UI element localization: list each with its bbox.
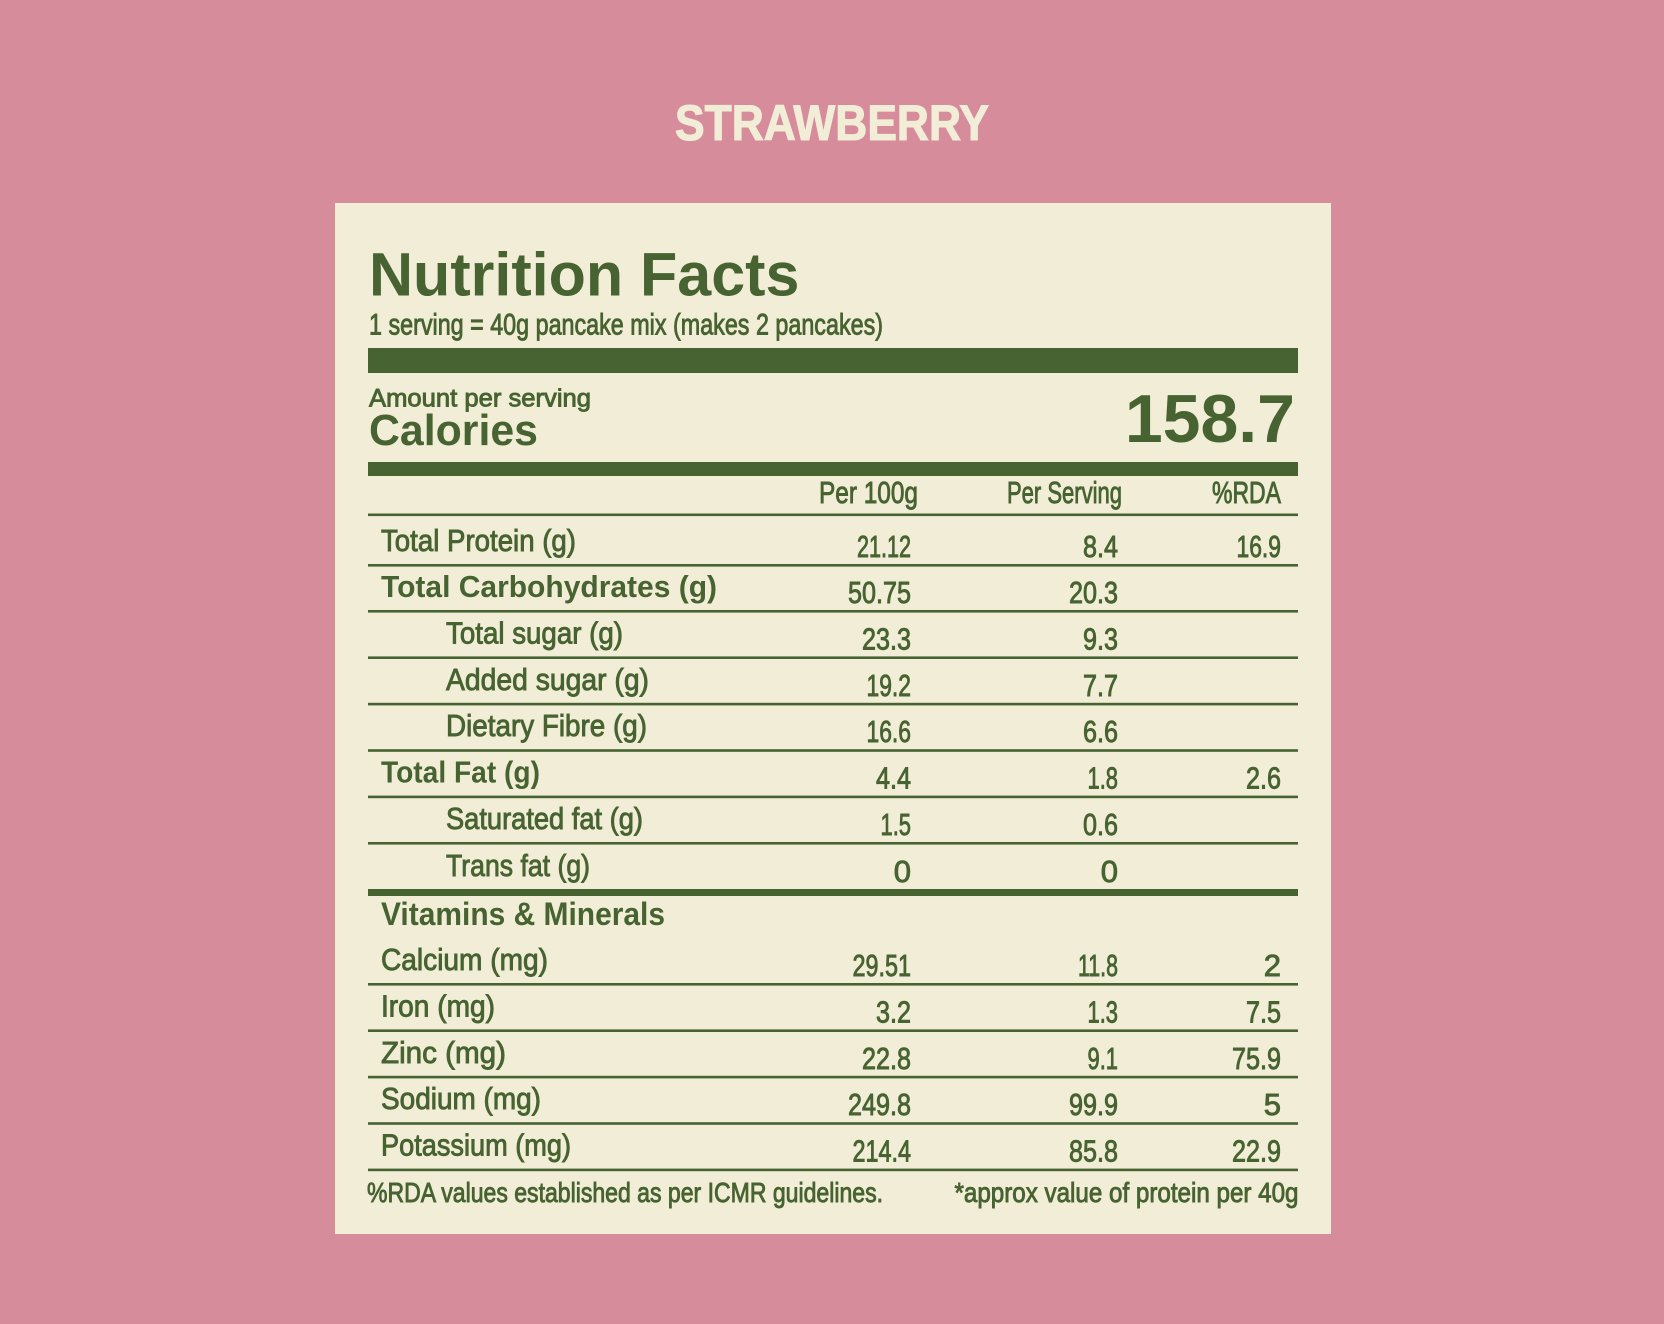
svg-text:Potassium (mg): Potassium (mg) [381,1128,571,1163]
svg-text:99.9: 99.9 [1069,1087,1118,1122]
svg-text:9.3: 9.3 [1083,621,1118,656]
svg-text:9.1: 9.1 [1088,1041,1119,1076]
svg-text:Total Fat (g): Total Fat (g) [381,755,540,790]
svg-text:2: 2 [1264,948,1281,983]
svg-text:11.8: 11.8 [1078,948,1118,983]
svg-text:75.9: 75.9 [1232,1041,1281,1076]
svg-text:Calories: Calories [369,406,538,455]
svg-text:22.8: 22.8 [862,1041,911,1076]
svg-text:16.9: 16.9 [1237,529,1282,564]
svg-text:Total sugar (g): Total sugar (g) [446,615,623,650]
svg-text:22.9: 22.9 [1232,1134,1281,1169]
svg-text:20.3: 20.3 [1069,575,1118,610]
svg-text:Trans fat (g): Trans fat (g) [446,848,590,883]
svg-text:4.4: 4.4 [876,761,911,796]
svg-text:2.6: 2.6 [1246,761,1281,796]
svg-text:3.2: 3.2 [876,994,911,1029]
svg-text:Added sugar (g): Added sugar (g) [446,662,649,697]
svg-text:7.7: 7.7 [1083,668,1118,703]
svg-text:19.2: 19.2 [867,668,912,703]
svg-text:249.8: 249.8 [848,1087,911,1122]
svg-text:16.6: 16.6 [867,714,912,749]
svg-text:Dietary Fibre (g): Dietary Fibre (g) [446,708,647,743]
svg-text:1 serving = 40g pancake mix (m: 1 serving = 40g pancake mix (makes 2 pan… [369,309,883,342]
svg-text:Total Protein (g): Total Protein (g) [381,523,576,558]
svg-text:1.5: 1.5 [881,807,912,842]
svg-text:Calcium (mg): Calcium (mg) [381,942,548,977]
svg-text:STRAWBERRY: STRAWBERRY [675,95,989,151]
svg-text:214.4: 214.4 [853,1134,912,1169]
svg-text:7.5: 7.5 [1246,994,1281,1029]
svg-text:Per 100g: Per 100g [819,475,918,510]
svg-text:Per Serving: Per Serving [1007,475,1122,510]
svg-text:Zinc (mg): Zinc (mg) [381,1035,506,1070]
svg-text:%RDA values established as per: %RDA values established as per ICMR guid… [367,1177,883,1208]
svg-text:50.75: 50.75 [848,575,911,610]
svg-text:0: 0 [894,854,911,889]
svg-text:6.6: 6.6 [1083,714,1118,749]
svg-text:Nutrition Facts: Nutrition Facts [369,241,799,309]
svg-text:Vitamins & Minerals: Vitamins & Minerals [381,896,665,932]
svg-text:29.51: 29.51 [853,948,912,983]
svg-text:Saturated fat (g): Saturated fat (g) [446,801,643,836]
svg-text:*approx value of protein per 4: *approx value of protein per 40g [955,1177,1299,1208]
svg-text:158.7: 158.7 [1125,381,1295,457]
svg-text:85.8: 85.8 [1069,1134,1118,1169]
svg-text:1.3: 1.3 [1088,994,1119,1029]
svg-text:5: 5 [1264,1087,1281,1122]
svg-text:Iron (mg): Iron (mg) [381,988,495,1023]
svg-text:%RDA: %RDA [1212,475,1281,510]
svg-text:Total Carbohydrates (g): Total Carbohydrates (g) [381,569,717,604]
svg-text:0.6: 0.6 [1083,807,1118,842]
svg-text:1.8: 1.8 [1088,761,1119,796]
svg-text:Amount per serving: Amount per serving [369,385,591,413]
svg-text:0: 0 [1101,854,1118,889]
svg-text:23.3: 23.3 [862,621,911,656]
svg-text:21.12: 21.12 [857,529,911,564]
svg-text:8.4: 8.4 [1083,529,1118,564]
svg-text:Sodium (mg): Sodium (mg) [381,1081,541,1116]
